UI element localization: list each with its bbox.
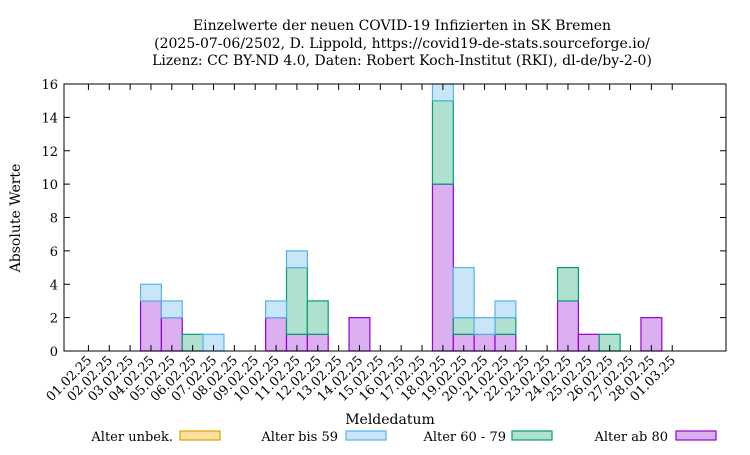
legend-label-2: Alter 60 - 79 (422, 430, 506, 445)
y-tick-label-16: 16 (41, 78, 58, 93)
y-tick-label-10: 10 (41, 178, 58, 193)
bar-alter-60-79-11.02.25 (285, 266, 308, 335)
bar-alter-60-79-18.02.25 (431, 100, 454, 185)
y-tick-label-4: 4 (50, 278, 58, 293)
title-line-1: Einzelwerte der neuen COVID-19 Infiziert… (193, 18, 611, 34)
bar-alter-bis-59-19.02.25 (452, 266, 475, 319)
bar-alter-bis-59-11.02.25 (285, 250, 308, 269)
y-axis-label: Absolute Werte (8, 164, 24, 274)
chart-title: Einzelwerte der neuen COVID-19 Infiziert… (152, 18, 652, 69)
bar-alter-60-79-19.02.25 (452, 317, 475, 335)
bar-alter-ab-80-04.02.25 (139, 300, 163, 352)
bar-alter-bis-59-04.02.25 (139, 283, 163, 302)
bar-alter-bis-59-21.02.25 (494, 300, 517, 319)
bar-alter-bis-59-05.02.25 (160, 300, 183, 319)
legend-label-3: Alter ab 80 (593, 430, 668, 445)
bar-alter-60-79-21.02.25 (494, 317, 517, 335)
y-tick-label-2: 2 (50, 312, 58, 327)
legend-label-1: Alter bis 59 (260, 430, 338, 445)
legend: Alter unbek. Alter bis 59 Alter 60 - 79 Alt… (90, 430, 717, 445)
title-line-2: (2025-07-06/2502, D. Lippold, https://co… (154, 36, 650, 52)
y-tick-label-14: 14 (41, 111, 58, 126)
y-tick-label-12: 12 (41, 145, 58, 160)
x-axis-label: Meldedatum (345, 412, 435, 428)
plot-area: 024681012141601.02.2502.02.2503.02.2504.… (41, 78, 727, 405)
bar-alter-60-79-12.02.25 (306, 300, 329, 335)
y-tick-label-0: 0 (50, 345, 58, 360)
bar-alter-60-79-24.02.25 (556, 266, 579, 302)
legend-label-0: Alter unbek. (90, 430, 173, 445)
bar-alter-bis-59-10.02.25 (265, 300, 288, 319)
bar-alter-bis-59-20.02.25 (473, 317, 496, 335)
legend-swatch-2 (511, 430, 553, 441)
legend-swatch-0 (179, 430, 221, 441)
title-line-3: Lizenz: CC BY-ND 4.0, Daten: Robert Koch… (152, 53, 652, 69)
y-tick-label-6: 6 (50, 245, 58, 260)
bar-alter-ab-80-18.02.25 (431, 183, 454, 352)
y-tick-label-8: 8 (50, 212, 58, 227)
bar-alter-ab-80-24.02.25 (556, 300, 579, 352)
legend-swatch-3 (675, 430, 717, 441)
legend-swatch-1 (345, 430, 387, 441)
